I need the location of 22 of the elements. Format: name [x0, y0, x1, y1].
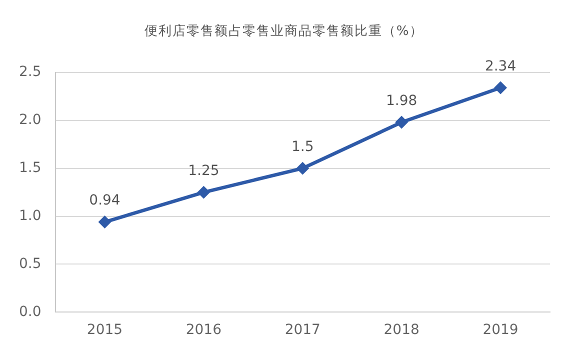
point: [494, 82, 506, 94]
data-label: 1.5: [292, 138, 314, 155]
x-tick-label: 2017: [284, 322, 320, 338]
y-tick-label: 1.5: [19, 160, 42, 176]
y-tick-label: 1.0: [19, 208, 42, 224]
x-tick-label: 2015: [86, 322, 123, 338]
data-label: 0.94: [89, 192, 120, 209]
point: [98, 216, 110, 228]
data-label: 1.98: [386, 92, 418, 109]
y-tick-label: 0.0: [19, 304, 42, 320]
x-tick-label: 2019: [482, 322, 518, 338]
chart-title: 便利店零售额占零售业商品零售额比重（%）: [143, 23, 425, 40]
x-tick-label: 2018: [384, 322, 420, 338]
data-label: 2.34: [484, 58, 516, 74]
point: [198, 186, 210, 198]
data-label: 1.25: [188, 162, 220, 179]
point: [296, 162, 308, 174]
y-tick-label: 2.5: [19, 64, 42, 80]
y-tick-label: 0.5: [19, 256, 42, 272]
y-tick-label: 2.0: [19, 112, 42, 128]
point: [396, 116, 408, 128]
x-tick-label: 2016: [186, 322, 222, 338]
